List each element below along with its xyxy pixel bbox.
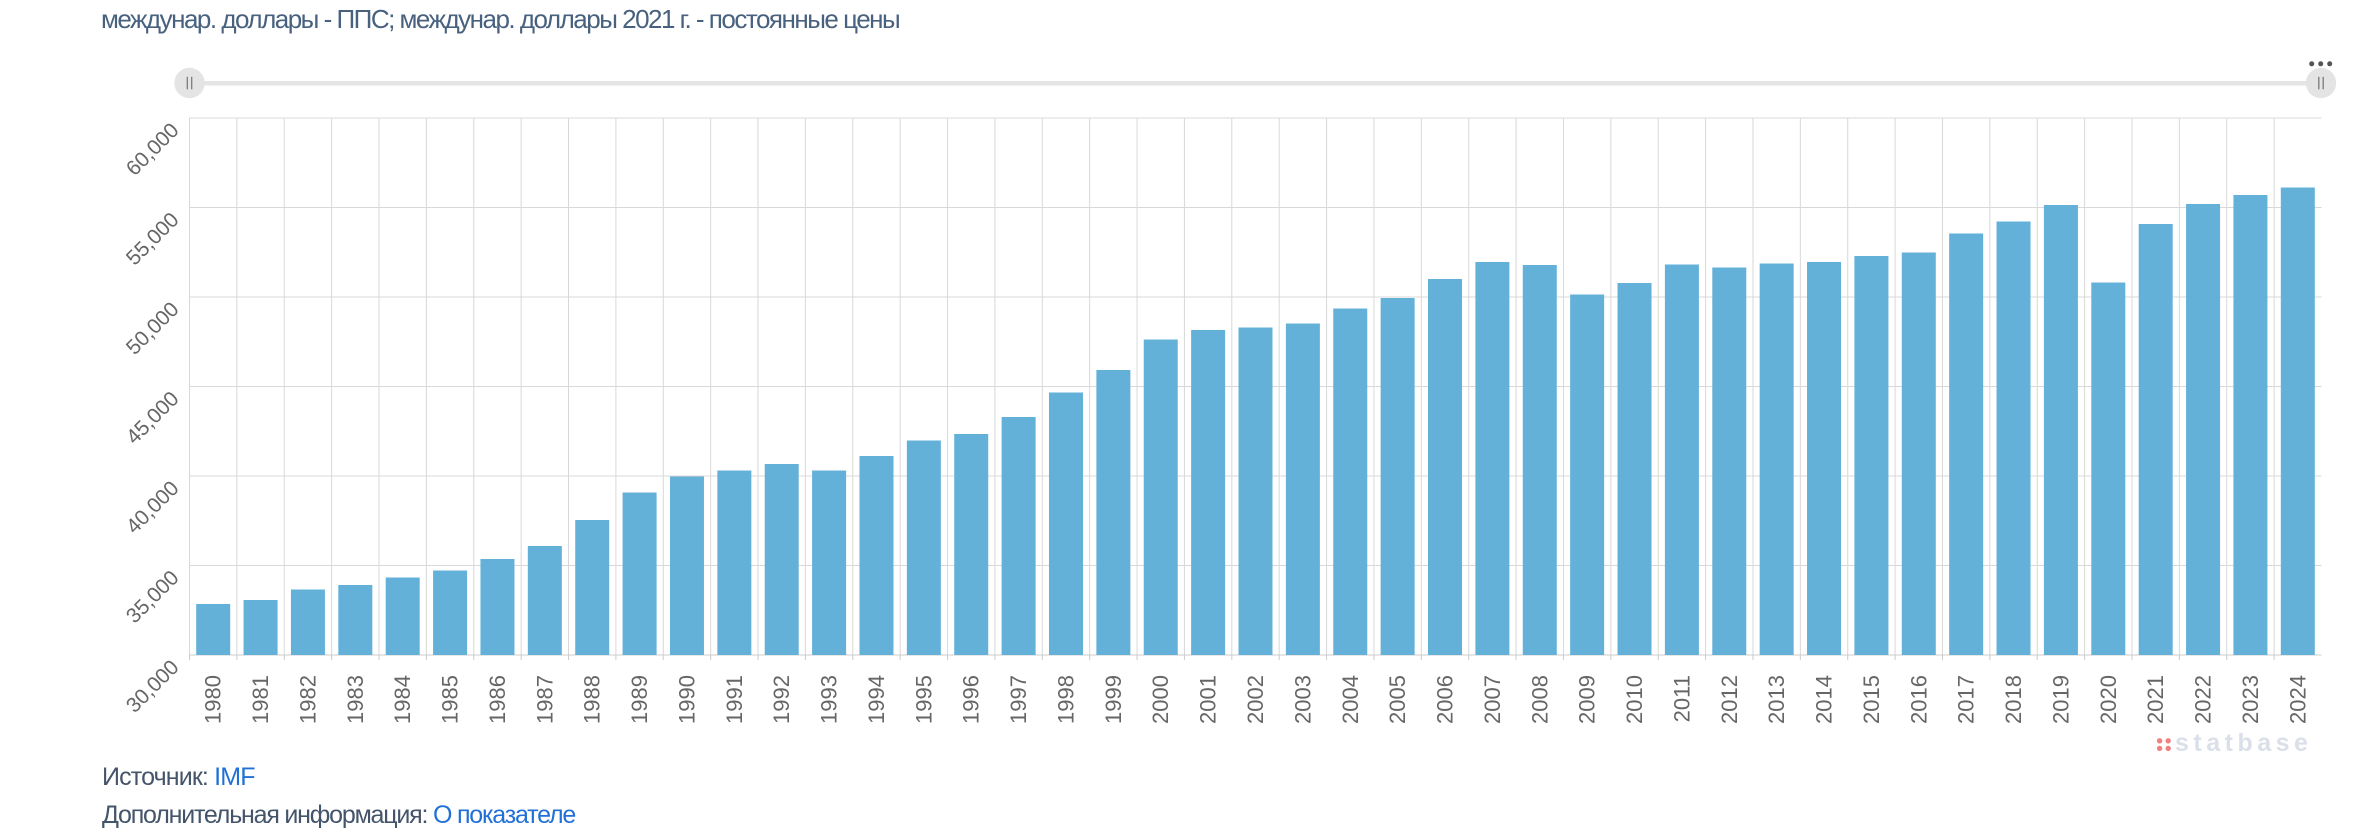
svg-text:1993: 1993	[817, 675, 842, 724]
svg-text:1984: 1984	[390, 675, 415, 724]
svg-text:40,000: 40,000	[122, 477, 184, 539]
svg-text:2010: 2010	[1622, 675, 1647, 724]
svg-text:2016: 2016	[1906, 675, 1931, 724]
svg-text:statbase: statbase	[2175, 729, 2312, 757]
svg-text:2011: 2011	[1669, 675, 1694, 722]
svg-text:2009: 2009	[1575, 675, 1600, 724]
svg-text:2005: 2005	[1385, 675, 1410, 724]
svg-text:2018: 2018	[2001, 675, 2026, 724]
svg-text:1995: 1995	[911, 675, 936, 724]
svg-text:2012: 2012	[1717, 675, 1742, 724]
svg-text:1983: 1983	[343, 675, 368, 724]
svg-text:1998: 1998	[1053, 675, 1078, 724]
svg-text:2007: 2007	[1480, 675, 1505, 724]
svg-text:1985: 1985	[438, 675, 463, 724]
svg-text:1989: 1989	[627, 675, 652, 724]
svg-text:2024: 2024	[2285, 675, 2310, 724]
svg-text:1994: 1994	[864, 675, 889, 724]
svg-text:1992: 1992	[769, 675, 794, 724]
svg-text:1982: 1982	[295, 675, 320, 724]
svg-text:2004: 2004	[1338, 675, 1363, 724]
svg-text:45,000: 45,000	[122, 387, 184, 449]
svg-text:30,000: 30,000	[122, 656, 184, 718]
svg-text:2006: 2006	[1433, 675, 1458, 724]
svg-text:2015: 2015	[1859, 675, 1884, 724]
svg-text:60,000: 60,000	[122, 119, 184, 181]
svg-text:1981: 1981	[248, 675, 273, 724]
svg-text:1980: 1980	[201, 675, 226, 724]
svg-text:2021: 2021	[2143, 675, 2168, 724]
svg-text:2000: 2000	[1148, 675, 1173, 724]
svg-text:2002: 2002	[1243, 675, 1268, 724]
svg-text:2013: 2013	[1764, 675, 1789, 724]
svg-text:1988: 1988	[580, 675, 605, 724]
svg-text:55,000: 55,000	[122, 208, 184, 270]
svg-text:2008: 2008	[1527, 675, 1552, 724]
svg-text:1991: 1991	[722, 675, 747, 724]
svg-text:50,000: 50,000	[122, 298, 184, 360]
svg-text:2022: 2022	[2191, 675, 2216, 724]
svg-text:1987: 1987	[532, 675, 557, 724]
svg-text:2001: 2001	[1196, 675, 1221, 724]
svg-text:1996: 1996	[959, 675, 984, 724]
svg-text:2017: 2017	[1954, 675, 1979, 724]
svg-text:2003: 2003	[1290, 675, 1315, 724]
svg-text:2019: 2019	[2048, 675, 2073, 724]
svg-text:1990: 1990	[674, 675, 699, 724]
svg-text:1997: 1997	[1006, 675, 1031, 724]
svg-text:35,000: 35,000	[122, 566, 184, 628]
svg-text:2014: 2014	[1812, 675, 1837, 724]
svg-text:2020: 2020	[2096, 675, 2121, 724]
svg-text:1986: 1986	[485, 675, 510, 724]
svg-text:1999: 1999	[1101, 675, 1126, 724]
svg-text:2023: 2023	[2238, 675, 2263, 724]
